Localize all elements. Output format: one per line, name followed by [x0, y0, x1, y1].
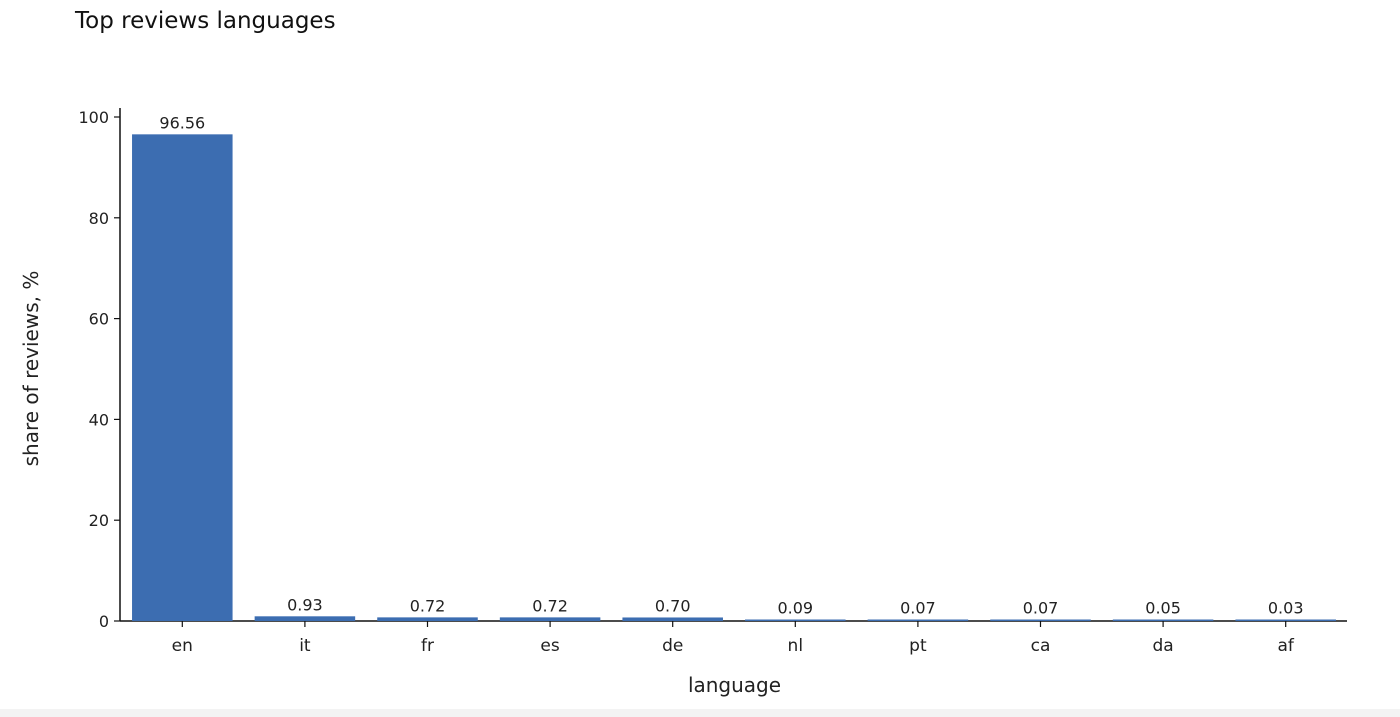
- bar-pt: [867, 619, 969, 621]
- x-tick-label-af: af: [1277, 636, 1294, 656]
- x-tick-label-nl: nl: [788, 636, 804, 656]
- y-tick-label: 0: [99, 612, 109, 631]
- bottom-divider: [0, 709, 1400, 717]
- bar-de: [622, 617, 723, 621]
- y-tick-label: 80: [89, 209, 109, 228]
- data-label-pt: 0.07: [900, 599, 936, 618]
- data-label-da: 0.05: [1145, 599, 1181, 618]
- x-tick-label-es: es: [540, 636, 559, 656]
- bar-ca: [990, 619, 1091, 621]
- bar-it: [254, 616, 356, 621]
- y-axis-title: share of reviews, %: [19, 271, 43, 467]
- x-tick-label-ca: ca: [1031, 636, 1051, 656]
- bar-af: [1235, 619, 1336, 621]
- bar-es: [499, 617, 601, 621]
- labels-layer: 96.56 en 0.93 it 0.72 fr 0.72 es 0.70 de 0.09 nl 0.0…: [159, 113, 1303, 656]
- axes-layer: 0 20 40 60 80 100 share of reviews, % language: [19, 108, 1347, 697]
- x-tick-label-it: it: [299, 636, 311, 656]
- x-tick-label-da: da: [1152, 636, 1173, 656]
- bar-nl: [745, 619, 846, 621]
- data-label-it: 0.93: [287, 595, 323, 614]
- x-tick-label-de: de: [662, 636, 683, 656]
- data-label-de: 0.70: [655, 596, 691, 615]
- y-tick-label: 40: [89, 410, 109, 429]
- x-axis-title: language: [688, 673, 781, 697]
- bar-da: [1112, 619, 1214, 621]
- data-label-ca: 0.07: [1023, 599, 1059, 618]
- y-tick-label: 20: [89, 511, 109, 530]
- data-label-es: 0.72: [532, 596, 568, 615]
- bars-layer: [132, 134, 1336, 622]
- x-tick-label-fr: fr: [421, 636, 434, 656]
- data-label-af: 0.03: [1268, 599, 1304, 618]
- x-tick-label-pt: pt: [909, 636, 927, 656]
- y-tick-label: 100: [78, 108, 109, 127]
- bar-en: [132, 134, 233, 622]
- x-tick-label-en: en: [172, 636, 193, 656]
- y-tick-label: 60: [89, 310, 109, 329]
- data-label-fr: 0.72: [410, 596, 446, 615]
- bar-fr: [377, 617, 478, 621]
- data-label-nl: 0.09: [777, 599, 813, 618]
- data-label-en: 96.56: [159, 113, 205, 132]
- chart-title: Top reviews languages: [75, 8, 336, 34]
